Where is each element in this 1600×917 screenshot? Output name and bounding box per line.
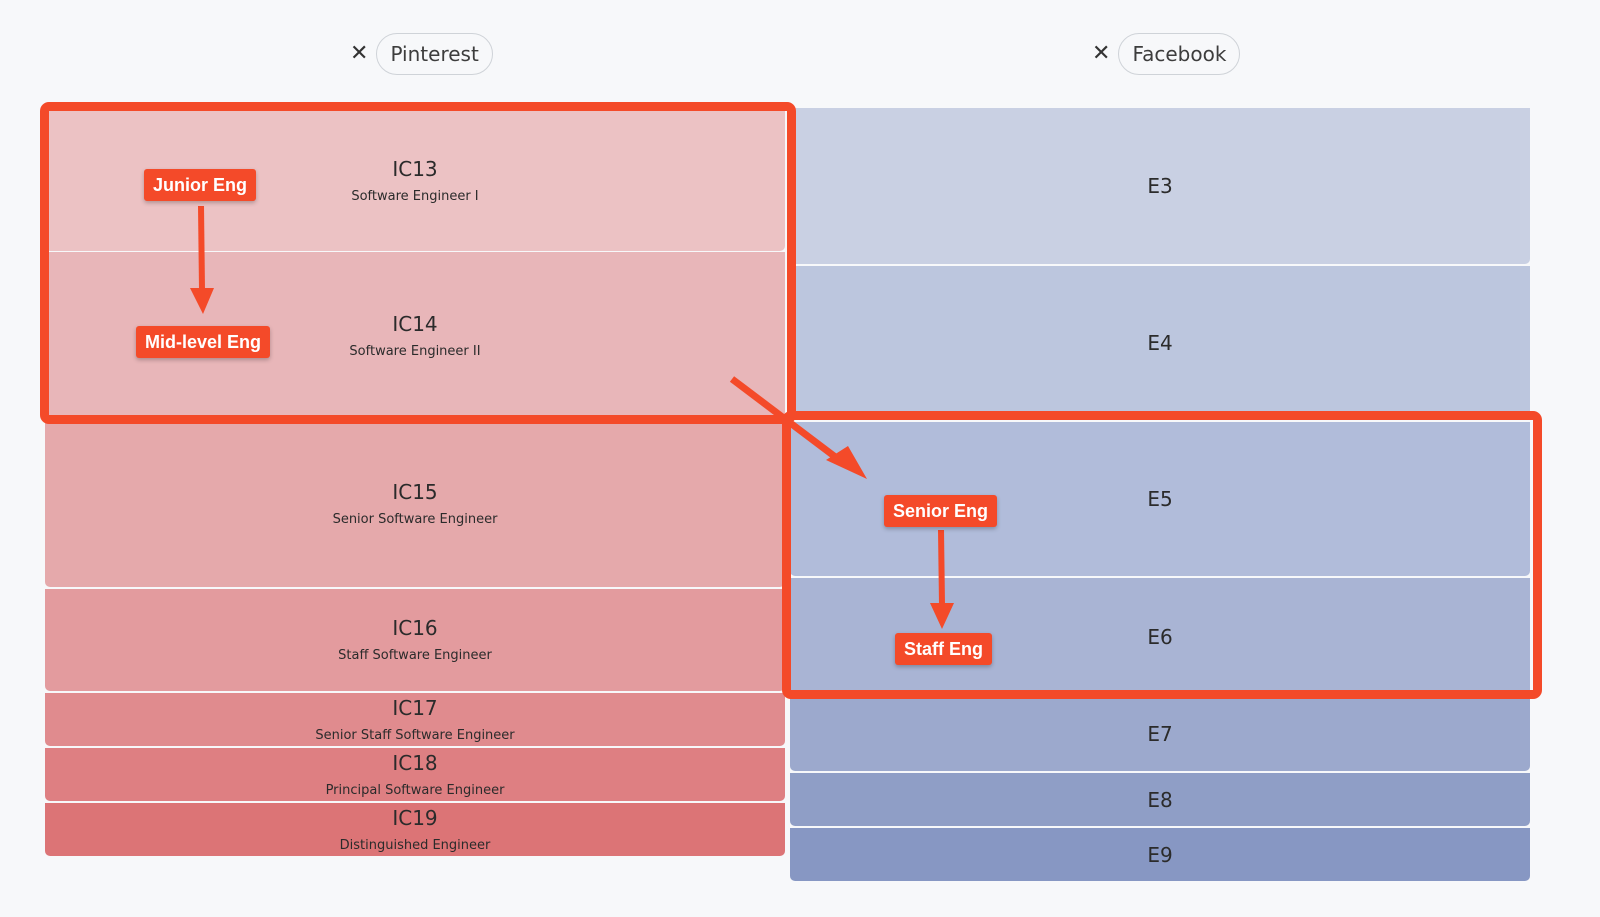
- level-code: IC14: [392, 312, 438, 337]
- level-code: E9: [1147, 842, 1173, 867]
- level-title: Software Engineer II: [349, 344, 481, 360]
- level-code: IC17: [392, 695, 438, 720]
- level-code: IC19: [392, 805, 438, 830]
- level-code: E3: [1147, 174, 1173, 198]
- tag-staff-eng: Staff Eng: [895, 633, 992, 665]
- level-title: Senior Staff Software Engineer: [315, 727, 515, 743]
- level-block-e3[interactable]: E3: [790, 108, 1530, 264]
- company-header-right: ✕ Facebook: [1092, 32, 1241, 76]
- company-chip-right[interactable]: Facebook: [1118, 33, 1241, 75]
- level-block-e7[interactable]: E7: [790, 697, 1530, 771]
- level-code: IC15: [392, 480, 438, 505]
- level-block-ic17[interactable]: IC17 Senior Staff Software Engineer: [45, 693, 785, 746]
- level-title: Software Engineer I: [351, 188, 479, 204]
- level-title: Senior Software Engineer: [332, 512, 498, 528]
- company-header-left: ✕ Pinterest: [350, 32, 493, 76]
- level-code: IC16: [392, 616, 438, 641]
- level-block-ic14[interactable]: IC14 Software Engineer II: [45, 252, 785, 420]
- level-block-e8[interactable]: E8: [790, 773, 1530, 826]
- level-code: IC13: [392, 156, 438, 181]
- level-block-ic16[interactable]: IC16 Staff Software Engineer: [45, 589, 785, 691]
- tag-mid-level-eng: Mid-level Eng: [136, 326, 271, 358]
- level-code: E7: [1147, 722, 1173, 746]
- level-block-e4[interactable]: E4: [790, 266, 1530, 420]
- tag-senior-eng: Senior Eng: [884, 495, 998, 527]
- level-title: Staff Software Engineer: [338, 648, 492, 664]
- level-block-ic15[interactable]: IC15 Senior Software Engineer: [45, 421, 785, 587]
- level-code: E6: [1147, 624, 1173, 649]
- company-chip-left[interactable]: Pinterest: [376, 33, 493, 75]
- level-code: E5: [1147, 487, 1173, 511]
- level-block-ic19[interactable]: IC19 Distinguished Engineer: [45, 803, 785, 856]
- level-block-e9[interactable]: E9: [790, 828, 1530, 881]
- tag-junior-eng: Junior Eng: [144, 169, 256, 201]
- level-code: E4: [1147, 331, 1173, 355]
- close-icon[interactable]: ✕: [1092, 41, 1111, 66]
- level-code: E8: [1147, 787, 1173, 812]
- level-title: Principal Software Engineer: [325, 782, 505, 798]
- close-icon[interactable]: ✕: [350, 41, 369, 66]
- level-code: IC18: [392, 750, 438, 775]
- level-block-ic18[interactable]: IC18 Principal Software Engineer: [45, 748, 785, 801]
- level-title: Distinguished Engineer: [339, 837, 491, 853]
